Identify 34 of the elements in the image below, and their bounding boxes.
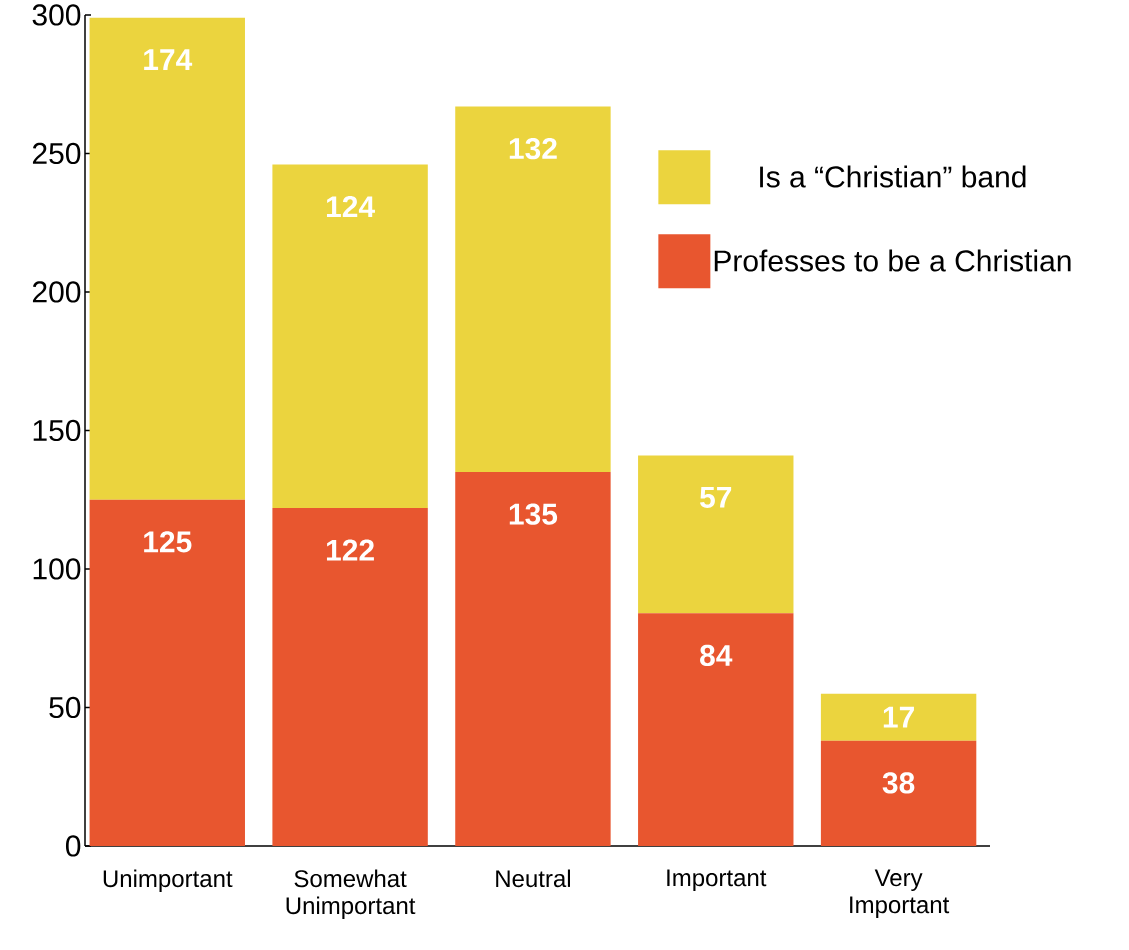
data-label: 57	[700, 486, 732, 508]
data-label: 122	[326, 539, 374, 561]
data-label: 17	[883, 706, 914, 728]
legend-label: Is a “Christian” band	[760, 165, 1026, 188]
bar	[89, 17, 245, 500]
data-label: 174	[144, 49, 193, 70]
bar	[638, 613, 794, 846]
y-tick-label: 300	[32, 4, 81, 26]
y-tick-label: 150	[33, 419, 81, 442]
x-tick-label: Somewhat Unimportant	[286, 869, 416, 919]
y-tick-label: 0	[65, 835, 81, 857]
x-tick-label: Unimportant	[103, 869, 233, 892]
y-tick-label: 250	[32, 142, 81, 165]
y-tick-label: 200	[32, 281, 81, 303]
data-label: 135	[509, 503, 558, 525]
data-label: 132	[509, 137, 557, 160]
legend-label: Professes to be a Christian	[714, 249, 1071, 272]
x-tick-label: Very Important	[850, 869, 950, 919]
bar	[820, 693, 977, 741]
bar	[272, 508, 428, 846]
data-label: 38	[882, 772, 915, 794]
bar	[820, 740, 977, 846]
bar	[89, 499, 245, 846]
x-tick-label: Neutral	[496, 869, 571, 888]
y-tick-label: 50	[49, 696, 81, 719]
data-label: 124	[326, 196, 375, 218]
bar	[638, 455, 794, 614]
x-tick-label: Important	[667, 869, 767, 892]
bar	[455, 106, 611, 473]
bar	[455, 472, 611, 846]
bar	[272, 164, 428, 509]
data-label: 84	[700, 644, 733, 667]
data-label: 125	[144, 531, 192, 553]
y-tick-label: 100	[33, 558, 81, 580]
